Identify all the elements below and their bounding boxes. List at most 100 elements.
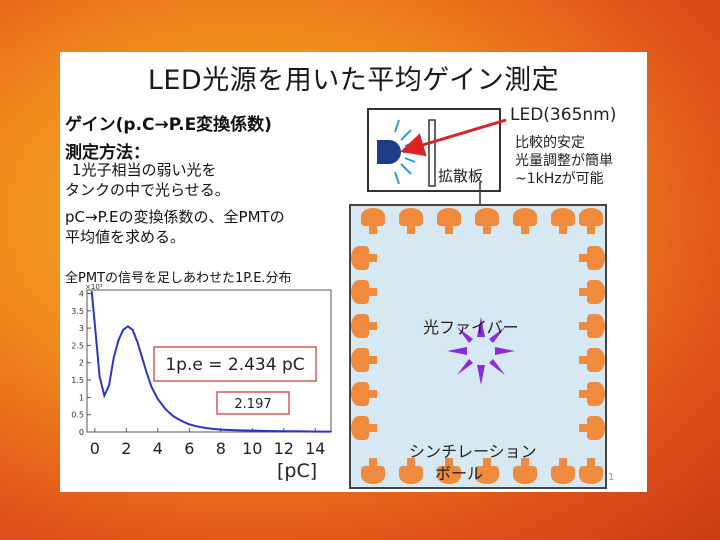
data-point: [188, 423, 191, 426]
data-point: [112, 356, 115, 359]
data-point: [94, 323, 96, 326]
pmt-icon: [579, 348, 605, 372]
pmt-icon: [579, 246, 605, 270]
led-icon: [377, 140, 401, 164]
data-point: [127, 325, 129, 328]
method-line-4: 平均値を求める。: [65, 228, 186, 246]
data-point: [150, 386, 153, 388]
x-tick-label: 10: [242, 439, 262, 458]
fiber-label: 光ファイバー: [423, 318, 519, 337]
data-point: [282, 430, 285, 433]
y-tick-label: 4: [79, 289, 84, 298]
led-note-2: 光量調整が簡単: [515, 153, 613, 169]
pmt-icon: [399, 208, 423, 234]
data-point: [330, 430, 332, 433]
y-tick-label: 0.5: [71, 411, 84, 420]
pmt-icon: [351, 280, 377, 304]
pmt-icon: [551, 458, 575, 484]
slide: LED光源を用いた平均ゲイン測定 ゲイン(p.C→P.E変換係数) 測定方法： …: [60, 52, 647, 492]
pmt-icon: [579, 458, 603, 484]
data-point: [108, 384, 110, 387]
method-line-3: pC→P.Eの変換係数の、全PMTの: [65, 208, 285, 226]
data-point: [146, 372, 148, 374]
led-label: LED(365nm): [510, 105, 617, 125]
data-point: [141, 356, 143, 359]
chart-title: 全PMTの信号を足しあわせた1P.E.分布: [65, 271, 292, 286]
diffuser-plate: [428, 119, 436, 187]
pmt-icon: [361, 458, 385, 484]
second-value-label: 2.197: [234, 397, 271, 412]
data-point: [180, 420, 183, 422]
pmt-icon: [513, 208, 537, 234]
detector-tank: 光ファイバー シンチレーション ボール: [349, 204, 607, 489]
data-point: [204, 427, 206, 429]
x-tick-label: 2: [121, 439, 131, 458]
data-point: [90, 290, 93, 293]
pmt-icon: [437, 208, 461, 234]
y-tick-label: 2.5: [71, 341, 84, 350]
data-point: [212, 428, 214, 430]
scintillation-burst-icon: [447, 317, 515, 385]
fit-result-label: 1p.e = 2.434 pC: [165, 355, 304, 375]
method-line-1: 1光子相当の弱い光を: [72, 161, 217, 179]
data-point: [131, 329, 134, 331]
x-axis-label: [pC]: [277, 460, 318, 482]
x-tick-label: 0: [90, 439, 100, 458]
pmt-icon: [351, 382, 377, 406]
data-point: [136, 341, 139, 343]
data-point: [164, 408, 167, 411]
y-tick-label: 0: [79, 428, 84, 437]
second-value-box: [216, 391, 290, 415]
data-point: [314, 430, 317, 433]
ball-label-line-1: シンチレーション: [409, 442, 537, 461]
data-point: [157, 398, 159, 400]
pmt-icon: [351, 416, 377, 440]
pmt-icon: [351, 314, 377, 338]
page-title: LED光源を用いた平均ゲイン測定: [147, 65, 560, 96]
method-line-2: タンクの中で光らせる。: [65, 181, 230, 199]
data-point: [220, 428, 222, 431]
y-tick-label: 1.5: [71, 376, 84, 385]
pmt-icon: [475, 458, 499, 484]
series-line: [90, 291, 331, 433]
x-tick-label: 4: [153, 439, 163, 458]
led-note-1: 比較的安定: [515, 135, 585, 151]
page-number: 1: [608, 472, 615, 483]
y-tick-label: 3: [79, 324, 84, 333]
pmt-icon: [351, 348, 377, 372]
data-point: [98, 375, 101, 378]
data-point: [235, 429, 238, 432]
pmt-icon: [579, 416, 605, 440]
pmt-icon: [361, 208, 385, 234]
diffuser-label: 拡散板: [438, 167, 484, 185]
y-multiplier-label: ×10³: [85, 284, 103, 291]
pmt-icon: [351, 246, 377, 270]
x-tick-label: 6: [184, 439, 194, 458]
heading-method: 測定方法：: [65, 143, 150, 163]
data-point: [117, 339, 120, 342]
data-point: [196, 425, 198, 428]
data-point: [103, 394, 106, 397]
pmt-icon: [513, 458, 537, 484]
data-point: [298, 430, 301, 433]
x-tick-label: 12: [274, 439, 294, 458]
pmt-icon: [399, 458, 423, 484]
x-tick-label: 14: [305, 439, 325, 458]
fit-result-box: [153, 346, 317, 382]
data-point: [172, 415, 175, 418]
data-point: [122, 329, 125, 331]
ball-label-line-2: ボール: [435, 464, 484, 483]
y-tick-label: 1: [79, 393, 84, 402]
y-tick-label: 3.5: [71, 307, 84, 316]
data-point: [267, 430, 269, 432]
y-tick-label: 2: [79, 359, 84, 368]
led-note-3: ~1kHzが可能: [515, 171, 604, 187]
pmt-icon: [579, 208, 603, 234]
tank-diagram: [351, 208, 605, 484]
pmt-icon: [579, 382, 605, 406]
x-tick-label: 8: [216, 439, 226, 458]
data-point: [251, 429, 254, 432]
pmt-icon: [551, 208, 575, 234]
pmt-icon: [475, 208, 499, 234]
